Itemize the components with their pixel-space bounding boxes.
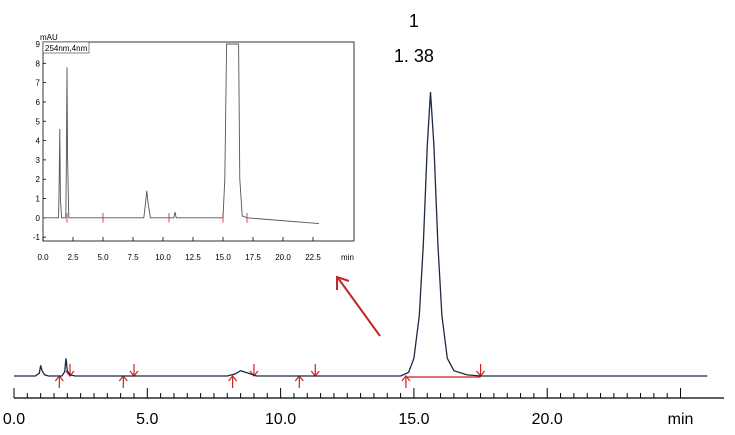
inset-series-line	[43, 43, 320, 225]
main-x-tick-label: 0.0	[3, 411, 25, 428]
main-x-tick-label: 15.0	[398, 411, 429, 428]
inset-pointer-arrow	[337, 277, 381, 337]
main-peak-marker-head	[65, 370, 75, 377]
inset-y-tick-label: 1	[36, 195, 41, 204]
main-peak-label: 1	[409, 11, 419, 31]
main-x-axis: 0.0 5.0 10.0 15.0 20.0 min	[3, 388, 724, 428]
inset-title-box	[42, 41, 90, 54]
inset-y-tick-label: 5	[36, 117, 41, 126]
inset-series-group	[43, 43, 320, 225]
inset-x-tick-label: 20.0	[275, 253, 291, 262]
inset-y-tick-label: 6	[36, 98, 41, 107]
main-peak-marker-head	[249, 370, 259, 377]
inset-xlabel: min	[341, 253, 354, 262]
inset-y-tick-label: 0	[36, 214, 41, 223]
main-series-line	[14, 91, 708, 377]
inset-x-tick-label: 15.0	[215, 253, 231, 262]
inset-x-tick-label: 12.5	[185, 253, 201, 262]
inset-ylabel: mAU	[40, 33, 58, 42]
inset-x-tick-label: 0.0	[37, 253, 49, 262]
main-series-group	[14, 91, 708, 377]
inset-frame	[42, 41, 355, 242]
inset-x-tick-label: 22.5	[305, 253, 321, 262]
inset-x-tick-label: 2.5	[67, 253, 79, 262]
main-peak-marker-head	[228, 375, 238, 382]
main-x-tick-label: 10.0	[265, 411, 296, 428]
inset-pointer-arrow-head	[336, 275, 350, 290]
inset-y-tick-label: -1	[33, 233, 41, 242]
inset-chart: -1 0 1 2 3 4 5 6 7 8 9 0.0 2.5 5.0 7.5 10.0 12.5 15.0 17.5…	[33, 33, 355, 262]
inset-axes: -1 0 1 2 3 4 5 6 7 8 9 0.0 2.5 5.0 7.5 10.0 12.5 15.0 17.5…	[33, 40, 321, 262]
main-x-tick-label: 5.0	[136, 411, 158, 428]
inset-y-tick-label: 7	[36, 79, 41, 88]
main-peak-label: 1. 38	[394, 46, 434, 66]
inset-x-tick-label: 10.0	[155, 253, 171, 262]
inset-x-tick-label: 17.5	[245, 253, 261, 262]
inset-y-tick-label: 3	[36, 156, 41, 165]
inset-y-tick-label: 8	[36, 59, 41, 68]
main-annotations: 1 1. 38	[394, 11, 434, 66]
main-x-tick-label: min	[668, 411, 694, 428]
inset-y-tick-label: 2	[36, 175, 41, 184]
inset-y-tick-label: 4	[36, 137, 41, 146]
inset-title: 254nm,4nm	[45, 44, 88, 53]
main-x-tick-label: 20.0	[532, 411, 563, 428]
main-peak-marker-head	[401, 375, 411, 382]
inset-x-tick-label: 7.5	[127, 253, 139, 262]
inset-y-tick-label: 9	[36, 40, 41, 49]
inset-x-tick-label: 5.0	[97, 253, 109, 262]
